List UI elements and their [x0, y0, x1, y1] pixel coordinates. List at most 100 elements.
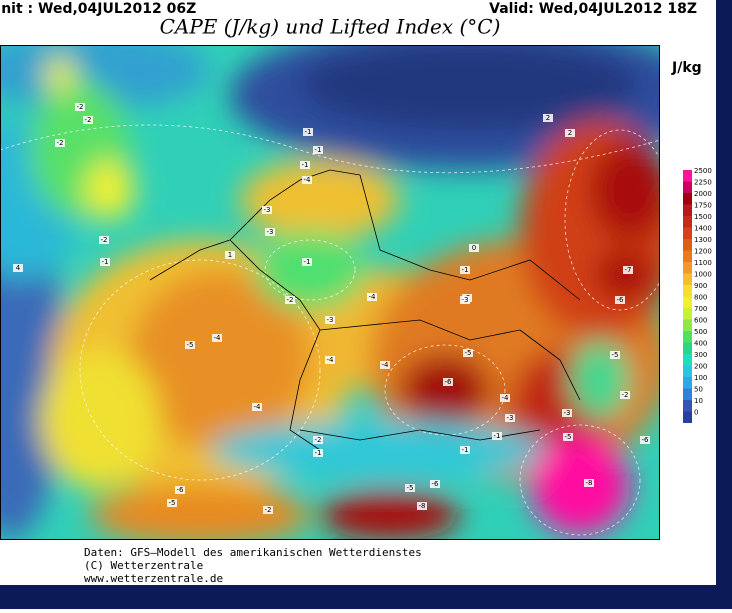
contour-label: -5 [465, 349, 472, 357]
label-box [463, 349, 473, 357]
label-box [623, 266, 633, 274]
contour-label: -1 [305, 128, 312, 136]
colorbar-label: 100 [694, 374, 707, 382]
label-box [167, 499, 177, 507]
colorbar-label: 10 [694, 397, 703, 405]
label-box [300, 161, 310, 169]
colorbar-label: 300 [694, 351, 707, 359]
label-box [492, 432, 502, 440]
colorbar-label: 700 [694, 305, 707, 313]
label-box [100, 258, 110, 266]
colorbar-label: 2250 [694, 179, 712, 187]
label-box [302, 258, 312, 266]
label-box [543, 114, 553, 122]
label-box [565, 129, 575, 137]
valid-time: Valid: Wed,04JUL2012 18Z [489, 1, 697, 17]
label-box [212, 334, 222, 342]
contour-label: -4 [327, 356, 335, 364]
label-box [505, 414, 515, 422]
colorbar-label: 1100 [694, 259, 712, 267]
colorbar-label: 200 [694, 363, 707, 371]
contour-label: -1 [462, 446, 469, 454]
contour-label: 2 [568, 129, 572, 137]
colorbar-label: 400 [694, 340, 707, 348]
colorbar-swatch [683, 285, 692, 297]
label-box [225, 251, 235, 259]
label-box [325, 316, 335, 324]
map-field [0, 45, 660, 540]
colorbar-label: 900 [694, 282, 707, 290]
label-box [615, 296, 625, 304]
contour-label: 4 [16, 264, 21, 272]
contour-label: -2 [265, 506, 272, 514]
colorbar-swatch [683, 354, 692, 366]
label-box [562, 409, 572, 417]
colorbar-label: 1500 [694, 213, 712, 221]
contour-label: -2 [101, 236, 108, 244]
label-box [405, 484, 415, 492]
label-box [55, 139, 65, 147]
colorbar-swatch [683, 388, 692, 400]
label-box [265, 228, 275, 236]
contour-label: -2 [85, 116, 92, 124]
label-box [640, 436, 650, 444]
colorbar-label: 50 [694, 386, 703, 394]
colorbar-swatch [683, 227, 692, 239]
colorbar-swatch [683, 193, 692, 205]
contour-label: -3 [264, 206, 271, 214]
colorbar-swatch [683, 331, 692, 343]
colorbar-label: 1300 [694, 236, 712, 244]
label-box [175, 486, 185, 494]
colorbar-swatch [683, 411, 692, 423]
contour-label: -1 [315, 146, 322, 154]
label-box [417, 502, 427, 510]
label-box [262, 206, 272, 214]
contour-label: -3 [564, 409, 571, 417]
colorbar-swatch [683, 296, 692, 308]
colorbar-swatch [683, 273, 692, 285]
contour-label: -3 [462, 296, 469, 304]
label-box [500, 394, 510, 402]
colorbar: 2500225020001750150014001300120011001000… [683, 167, 712, 423]
colorbar-label: 2000 [694, 190, 712, 198]
colorbar-swatch [683, 319, 692, 331]
label-box [430, 480, 440, 488]
label-box [443, 378, 453, 386]
colorbar-swatch [683, 342, 692, 354]
colorbar-swatch [683, 170, 692, 182]
contour-label: -1 [102, 258, 109, 266]
label-box [620, 391, 630, 399]
colorbar-swatch [683, 400, 692, 412]
contour-label: -2 [287, 296, 294, 304]
label-box [313, 146, 323, 154]
contour-label: -4 [369, 293, 377, 301]
label-box [75, 103, 85, 111]
label-box [313, 436, 323, 444]
colorbar-swatch [683, 181, 692, 193]
colorbar-swatch [683, 262, 692, 274]
colorbar-swatch [683, 377, 692, 389]
colorbar-swatch [683, 216, 692, 228]
contour-label: -4 [214, 334, 222, 342]
footer-line: Daten: GFS–Modell des amerikanischen Wet… [84, 546, 422, 559]
label-box [325, 356, 335, 364]
colorbar-swatch [683, 250, 692, 262]
contour-label: -6 [177, 486, 185, 494]
label-box [303, 128, 313, 136]
contour-label: -6 [445, 378, 453, 386]
contour-label: -3 [327, 316, 334, 324]
label-box [610, 351, 620, 359]
contour-label: -1 [302, 161, 309, 169]
contour-label: -6 [432, 480, 440, 488]
label-box [302, 176, 312, 184]
label-box [252, 403, 262, 411]
colorbar-swatch [683, 308, 692, 320]
contour-label: -3 [507, 414, 514, 422]
label-box [380, 361, 390, 369]
contour-label: -2 [57, 139, 64, 147]
contour-label: 0 [472, 244, 476, 252]
contour-label: -5 [169, 499, 176, 507]
colorbar-swatch [683, 365, 692, 377]
contour-label: 1 [228, 251, 232, 259]
